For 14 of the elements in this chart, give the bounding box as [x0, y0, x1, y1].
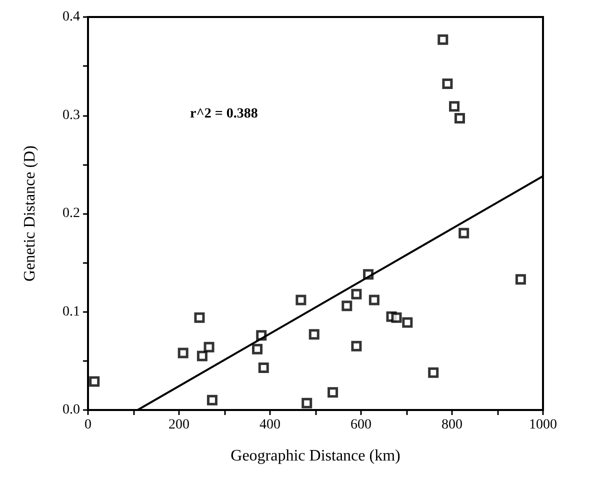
x-tick-label: 800: [442, 418, 462, 432]
x-axis-title: Geographic Distance (km): [230, 448, 400, 464]
x-tick-label: 200: [168, 418, 190, 432]
y-tick-label: 0.3: [62, 108, 80, 123]
x-tick-label: 1000: [529, 418, 557, 432]
y-tick-label: 0.4: [62, 10, 80, 24]
x-tick-label: 400: [260, 418, 280, 432]
y-tick-label: 0.1: [62, 304, 80, 320]
y-tick-label: 0.0: [62, 402, 80, 418]
x-tick-label: 600: [350, 418, 372, 432]
annotation: r^2 = 0.388: [190, 106, 258, 122]
y-axis-title: Genetic Distance (D): [22, 146, 38, 282]
x-tick-label: 0: [84, 418, 92, 432]
y-tick-label: 0.2: [62, 206, 80, 221]
